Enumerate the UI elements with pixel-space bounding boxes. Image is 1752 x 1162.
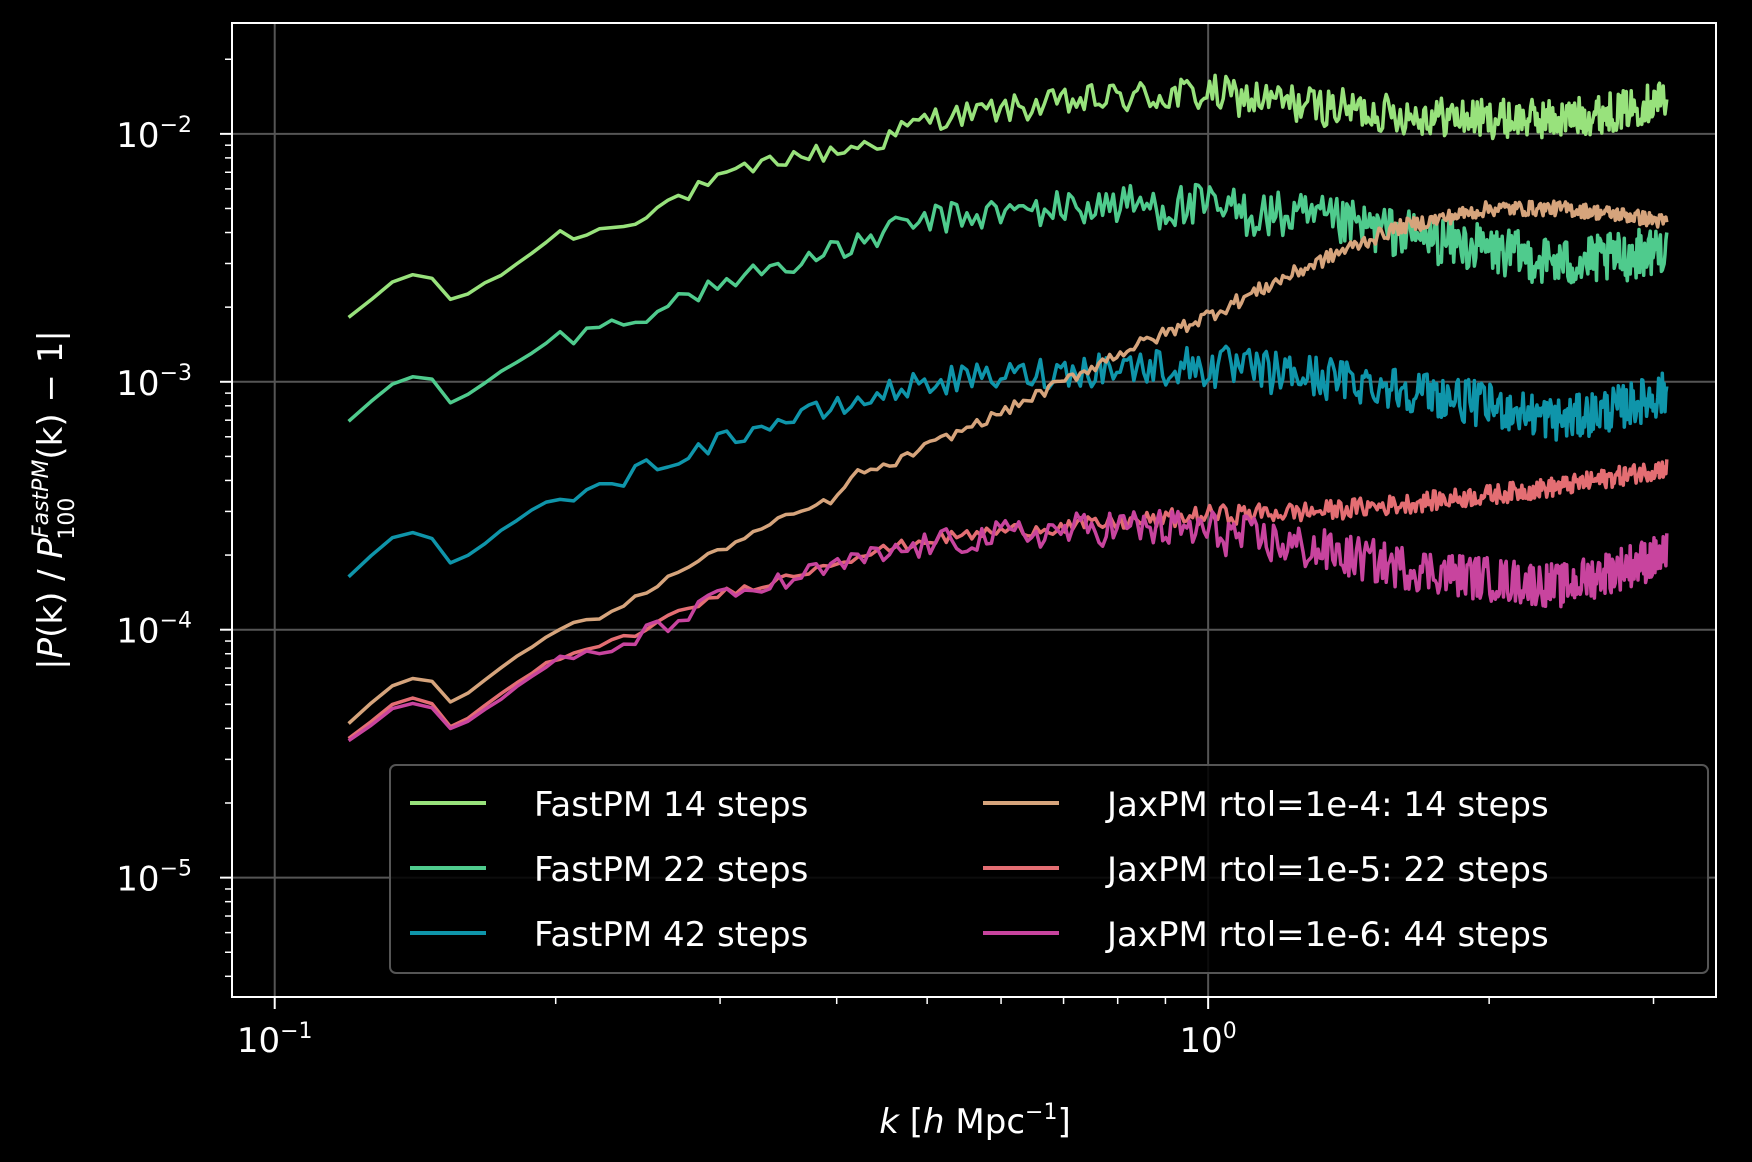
series-line (347, 73, 1669, 319)
y-tick-label: 10−4 (116, 609, 192, 652)
y-tick-label: 10−3 (116, 361, 192, 404)
series-line (347, 199, 1669, 725)
x-tick-labels: 10−1 100 (237, 1019, 1237, 1061)
y-tick-label: 10−5 (116, 857, 192, 900)
minor-ticks (225, 58, 1655, 1004)
legend-label: FastPM 42 steps (534, 915, 808, 955)
legend: FastPM 14 steps FastPM 22 steps FastPM 42 … (389, 764, 1709, 974)
legend-label: FastPM 14 steps (534, 785, 808, 825)
y-axis-label: |P(k) / PFastPM100(k) − 1| (29, 330, 80, 670)
series-line (347, 182, 1669, 423)
x-tick-label: 10−1 (237, 1019, 313, 1061)
legend-label: JaxPM rtol=1e-4: 14 steps (1105, 785, 1549, 825)
legend-label: JaxPM rtol=1e-6: 44 steps (1105, 915, 1549, 955)
series-layer (347, 73, 1669, 743)
x-tick-label: 100 (1180, 1019, 1237, 1061)
legend-label: FastPM 22 steps (534, 850, 808, 890)
x-axis-label: k [h Mpc−1] (879, 1100, 1070, 1142)
legend-label: JaxPM rtol=1e-5: 22 steps (1105, 850, 1549, 890)
series-line (347, 508, 1669, 743)
plot-frame (231, 22, 1717, 998)
y-tick-labels: 10−2 10−3 10−4 10−5 (116, 113, 192, 900)
major-ticks (220, 132, 1210, 1009)
y-tick-label: 10−2 (116, 113, 192, 156)
series-line (347, 459, 1669, 740)
series-line (347, 344, 1669, 579)
